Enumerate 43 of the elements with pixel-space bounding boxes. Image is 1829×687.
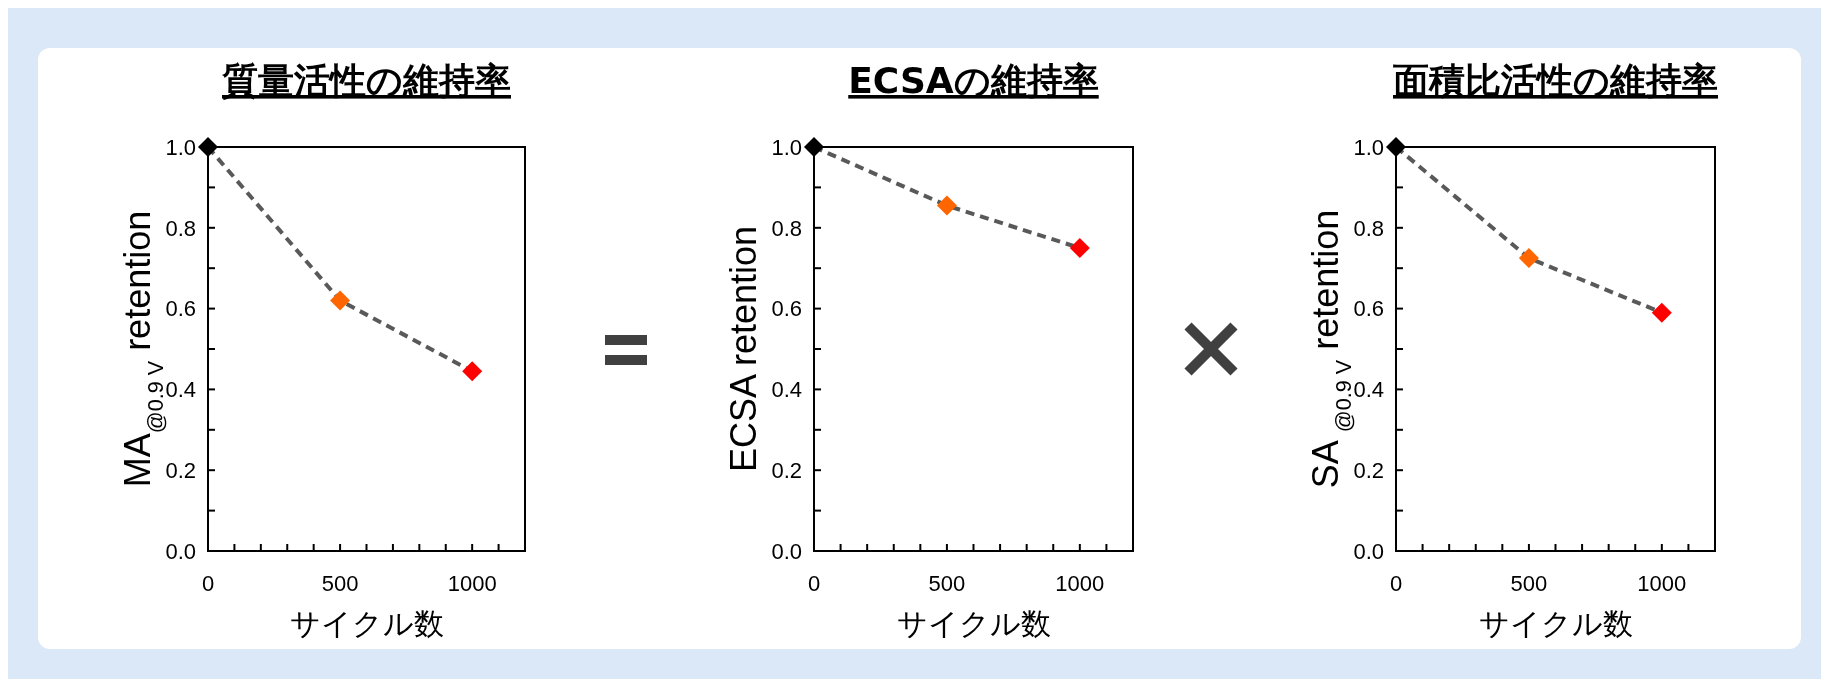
chart-title: 質量活性の維持率	[221, 60, 511, 101]
x-tick-label: 1000	[1637, 571, 1687, 596]
y-tick-label: 0.8	[771, 215, 802, 241]
x-axis-title: サイクル数	[289, 606, 444, 641]
point	[462, 361, 483, 382]
x-tick-label: 500	[1510, 571, 1548, 596]
y-tick-label: 0.6	[771, 296, 802, 322]
point	[198, 137, 218, 157]
y-tick-label: 1.0	[771, 134, 802, 160]
y-tick-label: 0.2	[771, 457, 802, 483]
x-tick-label: 1000	[1055, 571, 1105, 596]
y-tick-label: 0.0	[165, 538, 196, 564]
y-tick-label: 0.8	[1353, 215, 1384, 241]
point	[1518, 248, 1539, 269]
y-tick-label: 0.6	[165, 296, 196, 322]
x-axis-title: サイクル数	[1478, 606, 1633, 641]
chart-title: 面積比活性の維持率	[1393, 60, 1718, 101]
y-tick-label: 1.0	[165, 134, 196, 160]
x-tick-label: 0	[807, 571, 821, 596]
point	[1386, 137, 1406, 157]
y-tick-label: 0.4	[165, 377, 196, 403]
y-tick-label: 0.4	[1353, 377, 1384, 403]
y-tick-label: 1.0	[1353, 134, 1384, 160]
x-tick-label: 0	[201, 571, 215, 596]
x-tick-label: 0	[1389, 571, 1403, 596]
x-tick-label: 1000	[447, 571, 497, 596]
point	[804, 137, 824, 157]
x-axis-title: サイクル数	[896, 606, 1051, 641]
y-tick-label: 0.2	[1353, 457, 1384, 483]
point	[330, 290, 351, 311]
y-tick-label: 0.0	[1353, 538, 1384, 564]
y-tick-label: 0.6	[1353, 296, 1384, 322]
x-tick-label: 500	[928, 571, 966, 596]
y-tick-label: 0.4	[771, 377, 802, 403]
point	[1069, 238, 1090, 258]
point	[1651, 302, 1672, 323]
y-tick-label: 0.2	[165, 457, 196, 483]
chart-title: ECSAの維持率	[848, 60, 1099, 101]
y-tick-label: 0.0	[771, 538, 802, 564]
point	[936, 195, 957, 216]
y-axis-title: ECSA retention	[723, 225, 764, 473]
y-tick-label: 0.8	[165, 215, 196, 241]
x-tick-label: 500	[321, 571, 359, 596]
